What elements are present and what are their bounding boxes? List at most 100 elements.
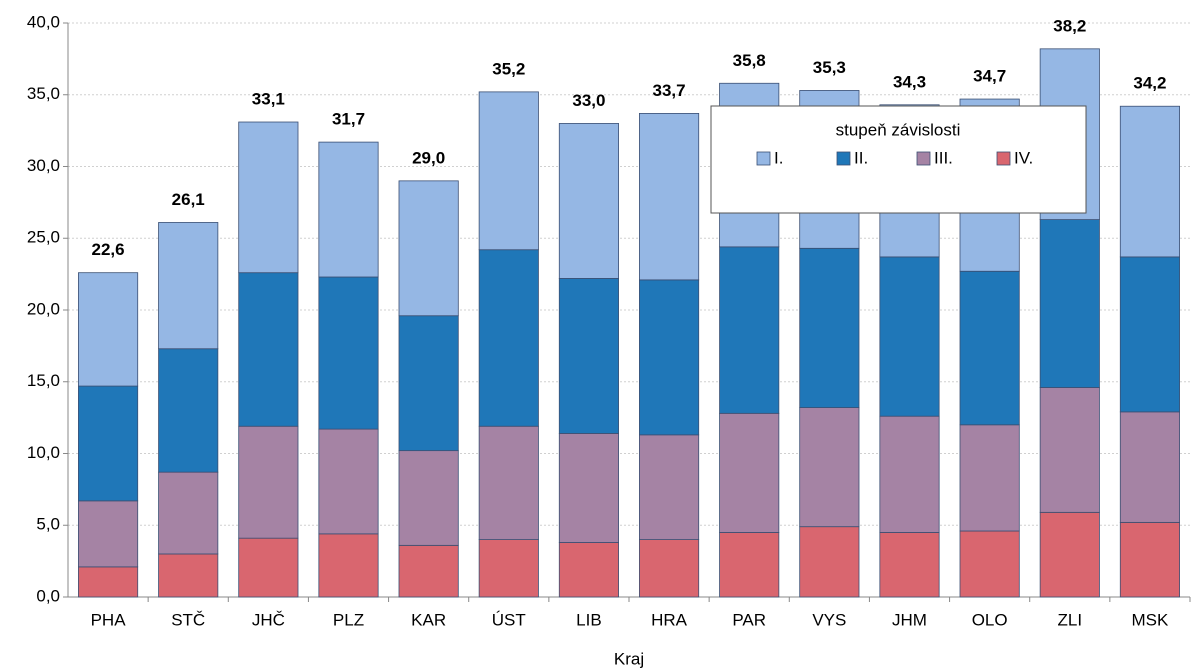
bar-segment [238, 425, 299, 539]
x-tick-label: ÚST [492, 610, 526, 629]
y-tick-label: 0,0 [36, 586, 60, 605]
bar-segment [558, 542, 619, 598]
x-tick-label: OLO [972, 610, 1008, 629]
bar-segment [478, 249, 539, 427]
total-label: 34,7 [973, 67, 1006, 86]
total-label: 38,2 [1053, 16, 1086, 35]
legend-label: II. [854, 148, 868, 167]
legend-label: I. [774, 148, 783, 167]
bar-segment [639, 113, 700, 281]
total-label: 35,3 [813, 58, 846, 77]
bar-segment [398, 315, 459, 452]
legend-swatch [996, 151, 1011, 166]
bar-segment [879, 532, 940, 598]
bar-segment [78, 500, 139, 568]
bar-segment [719, 532, 780, 598]
bar-segment [1119, 105, 1180, 258]
total-label: 35,8 [733, 51, 766, 70]
x-tick-label: JHM [892, 610, 927, 629]
legend: stupeň závislosti I. II. III. IV. [710, 105, 1087, 214]
bar-segment [558, 278, 619, 434]
y-tick-label: 20,0 [27, 299, 60, 318]
bar-segment [639, 539, 700, 598]
y-tick-label: 35,0 [27, 84, 60, 103]
x-tick-label: MSK [1132, 610, 1170, 629]
bar-segment [318, 533, 379, 598]
legend-label: IV. [1014, 148, 1033, 167]
bar-segment [238, 121, 299, 274]
bar-segment [158, 471, 219, 555]
x-tick-label: JHČ [252, 610, 285, 629]
x-tick-label: PLZ [333, 610, 364, 629]
bar-segment [1039, 511, 1100, 598]
x-tick-label: VYS [812, 610, 846, 629]
bar-segment [398, 450, 459, 546]
bar-segment [1119, 521, 1180, 598]
bar-segment [158, 348, 219, 473]
bar-segment [158, 222, 219, 350]
bar-segment [398, 544, 459, 598]
x-axis-label: Kraj [614, 649, 644, 668]
total-label: 33,1 [252, 89, 285, 108]
bar-segment [398, 180, 459, 317]
bar-segment [558, 123, 619, 279]
total-label: 26,1 [172, 190, 205, 209]
x-tick-label: KAR [411, 610, 446, 629]
x-tick-label: PHA [91, 610, 127, 629]
bar-segment [959, 530, 1020, 598]
bar-segment [478, 539, 539, 598]
bar-segment [1039, 219, 1100, 388]
total-label: 34,2 [1133, 74, 1166, 93]
x-tick-label: ZLI [1058, 610, 1083, 629]
bar-segment [78, 385, 139, 502]
legend-title: stupeň závislosti [836, 120, 961, 139]
bar-segment [799, 247, 860, 408]
x-tick-label: STČ [171, 610, 205, 629]
bar-segment [639, 279, 700, 436]
bar-segment [1119, 411, 1180, 523]
legend-box [710, 105, 1087, 214]
total-label: 33,0 [572, 91, 605, 110]
bar-segment [238, 537, 299, 598]
bar-segment [78, 566, 139, 598]
bar-segment [1039, 387, 1100, 513]
x-tick-label: PAR [732, 610, 766, 629]
y-tick-label: 25,0 [27, 228, 60, 247]
bar-segment [318, 276, 379, 430]
bar-segment [719, 246, 780, 414]
y-tick-label: 10,0 [27, 443, 60, 462]
bar-segment [238, 272, 299, 427]
x-tick-label: HRA [651, 610, 688, 629]
bar-segment [478, 425, 539, 540]
y-tick-label: 5,0 [36, 515, 60, 534]
bar-segment [959, 270, 1020, 426]
bar-segment [318, 428, 379, 535]
total-label: 33,7 [653, 81, 686, 100]
legend-swatch [916, 151, 931, 166]
total-label: 31,7 [332, 110, 365, 129]
bar-segment [1119, 256, 1180, 413]
x-tick-label: LIB [576, 610, 602, 629]
bar-segment [799, 526, 860, 598]
bar-segment [959, 424, 1020, 532]
bar-segment [558, 433, 619, 543]
bar-segment [478, 91, 539, 251]
y-tick-label: 30,0 [27, 156, 60, 175]
y-tick-label: 40,0 [27, 12, 60, 31]
bar-segment [78, 272, 139, 387]
bar-segment [879, 256, 940, 417]
y-tick-label: 15,0 [27, 371, 60, 390]
total-label: 34,3 [893, 72, 926, 91]
total-label: 29,0 [412, 148, 445, 167]
legend-swatch [836, 151, 851, 166]
legend-swatch [756, 151, 771, 166]
bar-segment [719, 412, 780, 533]
legend-label: III. [934, 148, 953, 167]
bar-segment [158, 553, 219, 598]
bar-segment [639, 434, 700, 540]
total-label: 22,6 [92, 240, 125, 259]
bar-segment [799, 407, 860, 528]
bar-segment [879, 415, 940, 533]
total-label: 35,2 [492, 59, 525, 78]
